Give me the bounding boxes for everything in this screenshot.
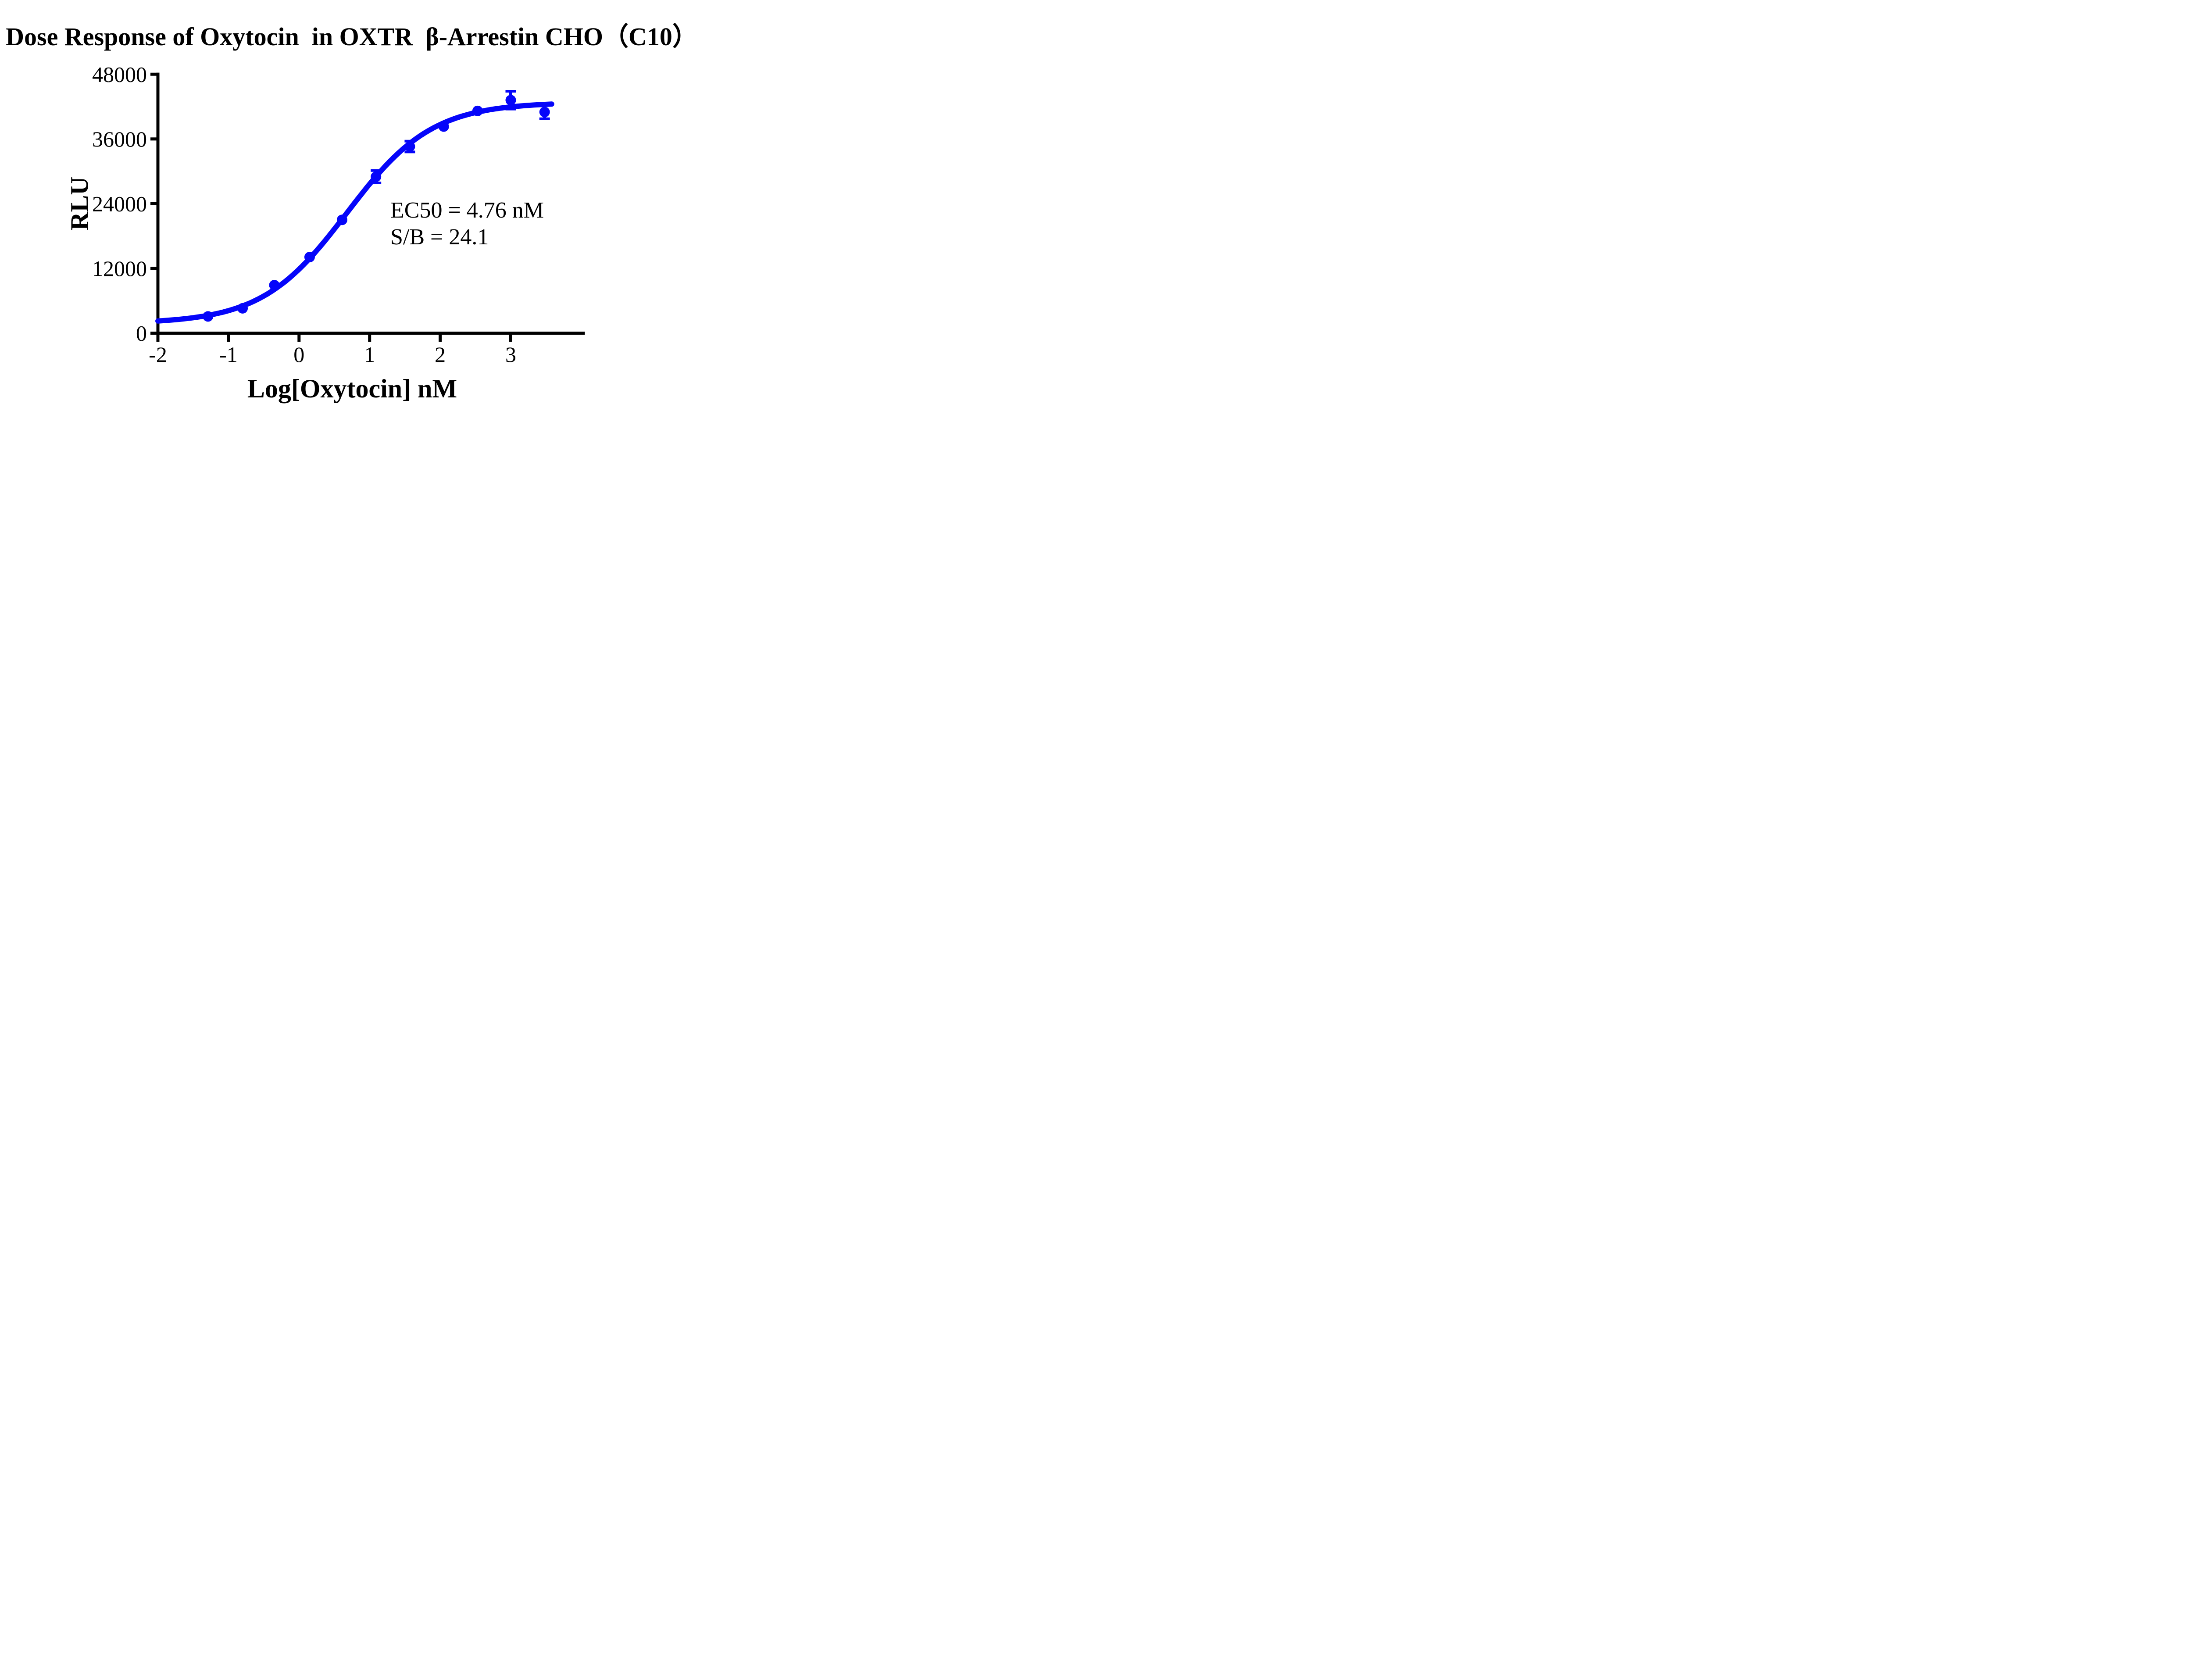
x-tick: [509, 334, 512, 342]
x-tick-label: 0: [293, 342, 304, 367]
y-tick-label: 48000: [92, 62, 147, 86]
y-tick: [150, 137, 160, 141]
dose-response-figure: Dose Response of Oxytocin in OXTR β-Arre…: [0, 0, 704, 420]
y-tick-label: 12000: [92, 256, 147, 281]
x-tick-label: -2: [149, 342, 167, 367]
x-tick-label: 2: [435, 342, 446, 367]
sb-value: S/B = 24.1: [390, 225, 489, 250]
data-point: [269, 280, 280, 291]
y-tick-label: 36000: [92, 127, 147, 151]
x-tick: [227, 334, 230, 342]
y-tick: [150, 267, 160, 270]
fit-annotation: EC50 = 4.76 nM S/B = 24.1: [390, 197, 544, 250]
data-point: [237, 303, 248, 314]
data-point: [371, 171, 382, 182]
data-point: [505, 95, 516, 106]
data-point: [438, 121, 449, 132]
x-tick-label: -1: [219, 342, 238, 367]
x-tick: [439, 334, 442, 342]
x-tick: [156, 334, 160, 342]
plot-area: 0 12000 24000 36000 48000 -2 -1 0 1 2 3: [92, 62, 585, 367]
fit-curve: [155, 101, 554, 324]
data-point: [472, 105, 483, 116]
y-tick: [150, 202, 160, 205]
x-tick: [297, 334, 301, 342]
x-axis-title: Log[Oxytocin] nM: [247, 374, 457, 403]
data-point: [404, 141, 415, 152]
x-axis-line: [150, 332, 585, 335]
data-point: [539, 107, 550, 118]
ec50-value: EC50 = 4.76 nM: [390, 198, 544, 223]
data-point: [203, 311, 214, 322]
y-tick: [150, 72, 160, 76]
data-point: [304, 252, 315, 263]
x-tick-label: 1: [364, 342, 375, 367]
x-tick: [368, 334, 371, 342]
y-tick-label: 0: [136, 321, 147, 346]
y-tick-label: 24000: [92, 191, 147, 216]
x-tick-label: 3: [505, 342, 516, 367]
data-point: [336, 214, 347, 225]
chart-title: Dose Response of Oxytocin in OXTR β-Arre…: [6, 22, 698, 51]
